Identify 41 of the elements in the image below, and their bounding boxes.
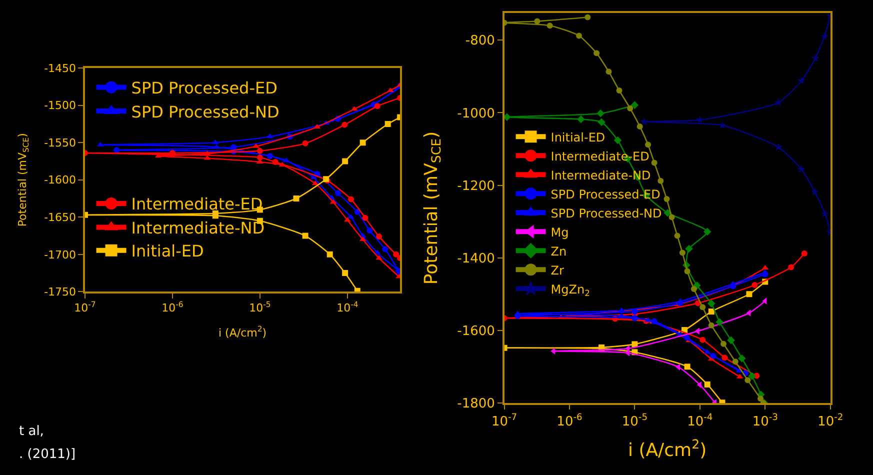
text: t al,	[19, 424, 44, 439]
y-tick-label: -1650	[44, 210, 76, 224]
y-tick-label: -1700	[44, 248, 76, 262]
y-tick-label: -1450	[44, 62, 76, 75]
x-tick-label: 10$^{-2}$	[818, 412, 844, 430]
x-tick-label: 10$^{-7}$	[74, 300, 96, 315]
y-tick-label: -1750	[44, 286, 76, 299]
x-tick-label: 10$^{-3}$	[752, 412, 778, 430]
text: . (2011)]	[19, 447, 76, 462]
legend-label: Mg	[550, 225, 569, 240]
x-tick-label: 10$^{-4}$	[336, 300, 358, 315]
y-tick-label: -1500	[44, 99, 76, 112]
y-tick-label: -1400	[457, 251, 495, 266]
legend-label: Intermediate-ED	[550, 149, 650, 164]
x-tick-label: 10$^{-5}$	[249, 300, 271, 315]
x-tick-label: 10$^{-6}$	[556, 412, 582, 430]
legend-label: SPD Processed-ED	[131, 78, 278, 98]
legend-label: Initial-ED	[131, 242, 204, 261]
legend-label: Intermediate-ND	[550, 168, 651, 182]
y-tick-label: -800	[465, 34, 495, 49]
legend-label: Zn	[550, 244, 567, 258]
x-tick-label: 10$^{-5}$	[622, 412, 648, 430]
legend-label: SPD Processed-ED	[550, 187, 660, 202]
y-tick-label: -1600	[44, 174, 76, 187]
legend-label: Zr	[550, 263, 564, 278]
y-tick-label: -1200	[457, 178, 495, 194]
legend-label: Intermediate-ND	[131, 218, 265, 238]
legend-label: Initial-ED	[550, 130, 606, 144]
x-tick-label: 10$^{-6}$	[162, 300, 184, 315]
x-axis-title: i (A/cm$^{2}$)	[628, 436, 707, 461]
legend-label: Intermediate-ED	[131, 194, 263, 214]
legend-label: SPD Processed-ND	[131, 102, 280, 122]
x-tick-label: 10$^{-4}$	[687, 412, 713, 430]
legend-label: SPD Processed-ND	[550, 206, 662, 220]
x-tick-label: 10$^{-7}$	[491, 412, 518, 430]
y-tick-label: -1600	[457, 324, 495, 339]
y-tick-label: -1550	[44, 136, 76, 150]
x-axis-title: i (A/cm$^{2}$)	[218, 324, 267, 340]
legend-label: MgZn$_{2}$	[550, 282, 590, 298]
y-tick-label: -1800	[457, 396, 495, 412]
y-tick-label: -1000	[457, 106, 495, 122]
